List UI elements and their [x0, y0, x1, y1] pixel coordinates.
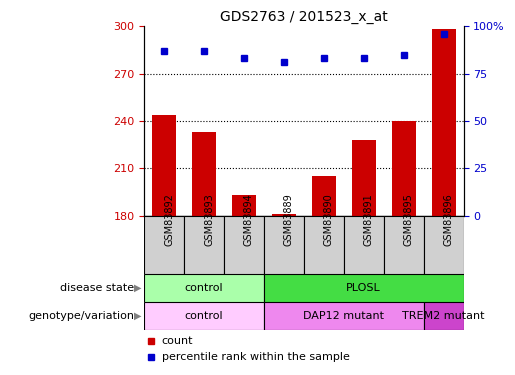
Text: GSM83892: GSM83892 [164, 193, 174, 246]
Text: control: control [185, 311, 224, 321]
Text: GSM83896: GSM83896 [443, 194, 454, 246]
Bar [192, 132, 216, 216]
Bar [312, 176, 336, 216]
Bar [272, 214, 296, 216]
Text: GSM83893: GSM83893 [204, 194, 214, 246]
Title: GDS2763 / 201523_x_at: GDS2763 / 201523_x_at [220, 10, 388, 24]
Bar [152, 115, 176, 216]
Bar [264, 216, 304, 274]
Bar [264, 302, 423, 330]
Text: percentile rank within the sample: percentile rank within the sample [162, 352, 350, 362]
Text: genotype/variation: genotype/variation [28, 311, 134, 321]
Bar [384, 216, 423, 274]
Text: GSM83894: GSM83894 [244, 194, 254, 246]
Text: control: control [185, 283, 224, 293]
Text: count: count [162, 336, 193, 345]
Bar [391, 121, 416, 216]
Bar [144, 274, 264, 302]
Text: GSM83889: GSM83889 [284, 194, 294, 246]
Text: PLOSL: PLOSL [347, 283, 381, 293]
Bar [352, 140, 375, 216]
Bar [423, 216, 464, 274]
Text: ▶: ▶ [134, 311, 142, 321]
Bar [232, 195, 256, 216]
Bar [264, 274, 464, 302]
Bar [144, 216, 184, 274]
Text: ▶: ▶ [134, 283, 142, 293]
Bar [344, 216, 384, 274]
Bar [224, 216, 264, 274]
Bar [432, 29, 455, 216]
Text: GSM83895: GSM83895 [404, 193, 414, 246]
Bar [144, 302, 264, 330]
Bar [304, 216, 344, 274]
Text: disease state: disease state [60, 283, 134, 293]
Text: DAP12 mutant: DAP12 mutant [303, 311, 384, 321]
Text: TREM2 mutant: TREM2 mutant [402, 311, 485, 321]
Bar [184, 216, 224, 274]
Bar [423, 302, 464, 330]
Text: GSM83890: GSM83890 [324, 194, 334, 246]
Text: GSM83891: GSM83891 [364, 194, 374, 246]
